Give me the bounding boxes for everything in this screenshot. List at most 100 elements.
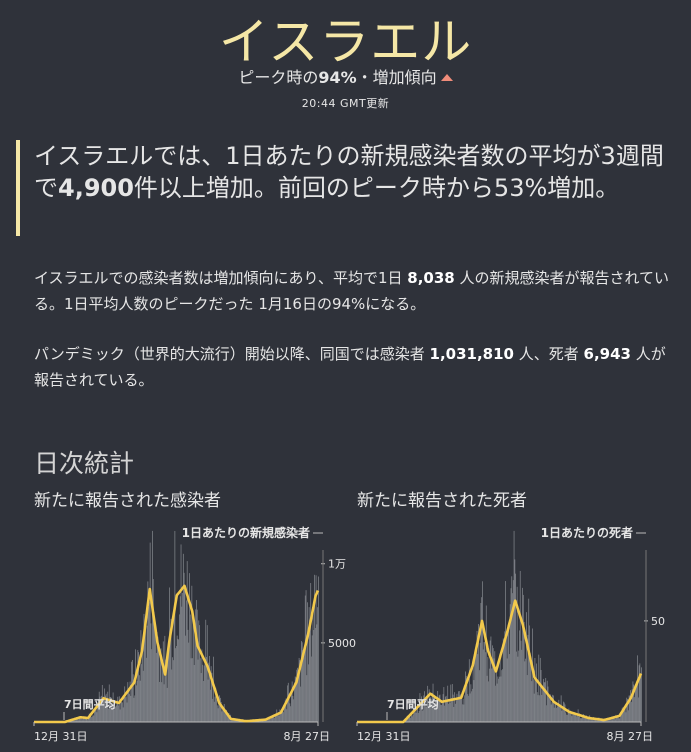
- daily-bar: [543, 682, 545, 722]
- daily-bar: [145, 616, 146, 722]
- daily-bar: [512, 593, 513, 722]
- daily-bar: [485, 605, 487, 722]
- daily-bar: [118, 705, 119, 722]
- daily-bar: [618, 718, 620, 722]
- p2-text-a: パンデミック（世界的大流行）開始以降、同国では感染者: [34, 345, 430, 363]
- daily-bar: [100, 702, 102, 722]
- daily-bar: [225, 709, 227, 722]
- daily-bar: [444, 705, 446, 722]
- daily-bar: [156, 632, 158, 722]
- daily-bar: [301, 642, 303, 722]
- daily-bar: [262, 720, 264, 722]
- daily-bar: [545, 677, 547, 722]
- daily-bar: [624, 705, 626, 722]
- daily-bar: [449, 702, 451, 722]
- daily-bar: [74, 718, 76, 722]
- daily-bar: [583, 714, 584, 722]
- daily-bar: [466, 684, 468, 722]
- x-end-label: 8月 27日: [284, 730, 331, 743]
- daily-bar: [117, 696, 119, 722]
- daily-bar: [482, 649, 484, 722]
- daily-bar: [450, 684, 452, 722]
- daily-bar: [461, 704, 463, 722]
- daily-bar: [496, 683, 498, 722]
- total-deaths-value: 6,943: [583, 345, 631, 363]
- daily-bar: [563, 701, 564, 722]
- daily-bar: [317, 607, 319, 722]
- daily-bar: [105, 693, 107, 722]
- daily-bar: [108, 684, 110, 722]
- daily-bar: [463, 704, 465, 722]
- daily-bar: [115, 706, 116, 722]
- daily-bar: [120, 701, 122, 722]
- daily-bar: [448, 703, 449, 722]
- daily-bar: [605, 720, 607, 722]
- daily-bar: [155, 628, 156, 722]
- daily-bar: [99, 696, 101, 722]
- daily-bar: [188, 642, 190, 722]
- daily-bar: [635, 683, 637, 722]
- daily-bar: [203, 680, 204, 722]
- daily-bar: [414, 710, 415, 722]
- daily-bar: [192, 658, 194, 722]
- cases-chart-title: 新たに報告された感染者: [34, 491, 221, 511]
- daily-bar: [82, 718, 84, 722]
- daily-bar: [318, 576, 319, 722]
- daily-bar: [226, 709, 227, 722]
- daily-bar: [407, 719, 408, 722]
- daily-bar: [180, 544, 182, 722]
- daily-bar: [504, 631, 506, 722]
- daily-bar: [425, 706, 427, 722]
- daily-bar: [526, 675, 528, 722]
- daily-bar: [307, 602, 308, 722]
- daily-bar: [203, 665, 205, 722]
- daily-bar: [560, 695, 562, 722]
- daily-bar: [209, 689, 211, 722]
- daily-bar: [412, 714, 414, 722]
- daily-bar: [194, 632, 196, 722]
- daily-bar: [75, 718, 77, 722]
- daily-bar: [157, 636, 159, 722]
- total-cases-value: 1,031,810: [429, 345, 514, 363]
- daily-bar: [202, 664, 204, 722]
- daily-bar: [444, 696, 446, 722]
- daily-bar: [80, 717, 82, 722]
- daily-bar: [590, 717, 591, 722]
- daily-bar: [541, 695, 543, 722]
- daily-bar: [186, 561, 188, 722]
- daily-bar: [269, 718, 271, 722]
- daily-bar: [126, 702, 128, 722]
- daily-bar: [556, 706, 558, 722]
- daily-bar: [533, 693, 535, 722]
- daily-bar: [289, 703, 291, 722]
- daily-bar: [528, 598, 530, 722]
- y-tick-label: 5000: [328, 637, 356, 650]
- summary-text-a: イスラエルでは、1日あたりの新規感染者数の平均が3週間で: [34, 142, 664, 202]
- daily-bar: [152, 579, 154, 722]
- daily-bar: [131, 661, 133, 722]
- daily-bar: [515, 651, 517, 722]
- daily-bar: [465, 675, 467, 722]
- daily-bar: [492, 648, 494, 722]
- daily-bar: [217, 708, 219, 722]
- daily-bar: [614, 719, 616, 722]
- daily-bar: [472, 659, 474, 722]
- daily-bar: [597, 719, 598, 722]
- daily-bar: [623, 708, 625, 722]
- daily-bar: [89, 714, 91, 722]
- daily-bar: [77, 719, 79, 722]
- daily-bar: [206, 656, 207, 722]
- daily-bar: [549, 698, 550, 722]
- daily-bar: [284, 706, 285, 722]
- daily-bar: [448, 700, 450, 722]
- daily-bar: [511, 576, 513, 722]
- daily-bar: [135, 685, 137, 722]
- daily-bar: [499, 676, 500, 722]
- daily-bar: [293, 699, 295, 722]
- daily-bar: [94, 708, 96, 722]
- daily-bar: [535, 680, 537, 722]
- daily-bar: [215, 687, 217, 722]
- daily-bar: [510, 588, 512, 722]
- daily-bar: [81, 719, 83, 722]
- daily-bar: [612, 719, 614, 722]
